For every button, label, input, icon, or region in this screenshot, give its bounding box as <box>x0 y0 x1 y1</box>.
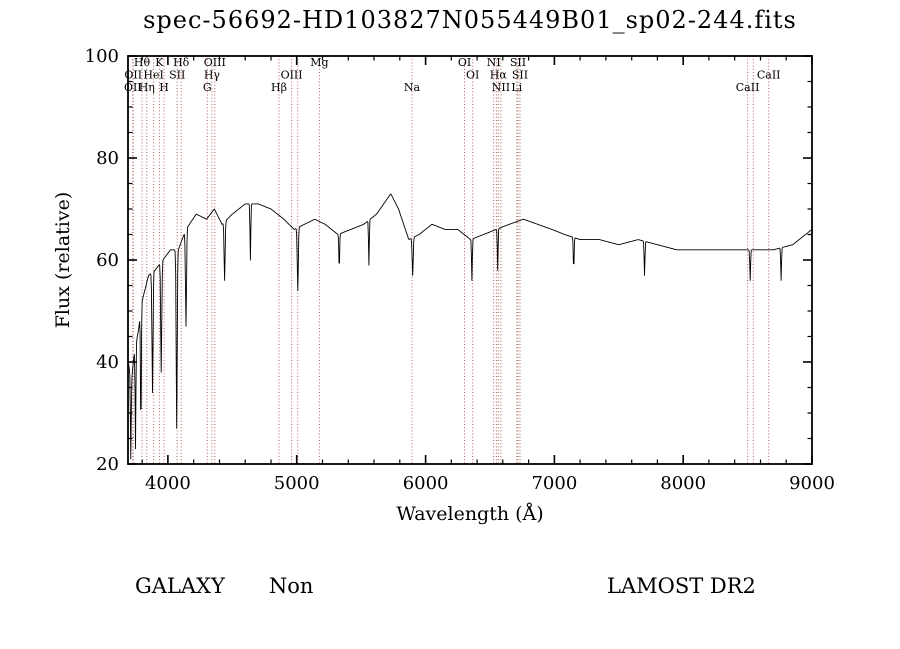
svg-text:SII: SII <box>512 69 528 82</box>
object-subclass: Non <box>268 574 314 598</box>
svg-text:CaII: CaII <box>757 69 781 82</box>
svg-text:Hγ: Hγ <box>204 69 221 82</box>
svg-text:Hα: Hα <box>490 69 508 82</box>
plot-title: spec-56692-HD103827N055449B01_sp02-244.f… <box>143 6 797 34</box>
svg-text:7000: 7000 <box>531 473 577 494</box>
svg-text:OIII: OIII <box>204 56 226 69</box>
svg-text:6000: 6000 <box>403 473 449 494</box>
svg-text:K: K <box>155 56 164 69</box>
x-axis-label: Wavelength (Å) <box>396 503 544 525</box>
svg-text:9000: 9000 <box>789 473 835 494</box>
svg-text:OI: OI <box>458 56 471 69</box>
svg-text:Na: Na <box>404 81 421 94</box>
svg-text:Mg: Mg <box>310 56 328 69</box>
svg-text:NI: NI <box>487 56 501 69</box>
svg-text:Hη: Hη <box>139 81 155 94</box>
svg-text:8000: 8000 <box>660 473 706 494</box>
svg-text:OIII: OIII <box>281 69 303 82</box>
svg-text:OII: OII <box>124 69 142 82</box>
svg-text:60: 60 <box>96 250 119 271</box>
survey-label: LAMOST DR2 <box>607 574 756 598</box>
svg-text:5000: 5000 <box>274 473 320 494</box>
cz-line: cz = 0.0 ± −9999.0 <box>135 647 416 649</box>
svg-text:Hδ: Hδ <box>173 56 190 69</box>
svg-text:80: 80 <box>96 148 119 169</box>
svg-text:20: 20 <box>96 454 119 475</box>
svg-text:Li: Li <box>511 81 522 94</box>
svg-text:Hβ: Hβ <box>271 81 287 94</box>
svg-text:4000: 4000 <box>145 473 191 494</box>
svg-text:Hθ: Hθ <box>134 56 151 69</box>
survey-info-block: LAMOST DR2 Obs-Date: 20140203 <box>607 536 774 649</box>
svg-text:CaII: CaII <box>736 81 760 94</box>
svg-text:H: H <box>159 81 169 94</box>
svg-text:SII: SII <box>169 69 185 82</box>
svg-text:OII: OII <box>124 81 142 94</box>
svg-text:NII: NII <box>492 81 510 94</box>
object-class: GALAXY <box>135 574 225 598</box>
svg-text:100: 100 <box>85 46 119 67</box>
svg-text:OI: OI <box>466 69 479 82</box>
svg-text:HeI: HeI <box>143 69 163 82</box>
classification-row: GALAXY Non <box>135 574 416 598</box>
svg-text:40: 40 <box>96 352 119 373</box>
svg-text:G: G <box>203 81 212 94</box>
obsdate-line: Obs-Date: 20140203 <box>607 647 774 649</box>
svg-text:SII: SII <box>510 56 526 69</box>
